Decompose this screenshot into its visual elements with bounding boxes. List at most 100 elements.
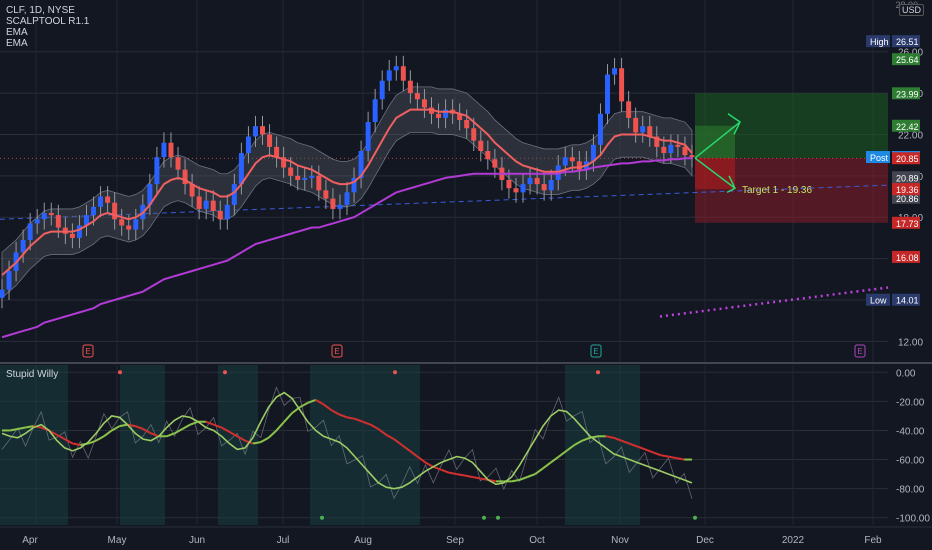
price-badge xyxy=(892,35,920,48)
osc-signal-segment xyxy=(9,428,18,432)
candle-body xyxy=(485,151,491,160)
candle-body xyxy=(182,169,188,185)
osc-signal-segment xyxy=(652,451,661,457)
candle-body xyxy=(464,119,470,129)
osc-signal-dot xyxy=(693,515,697,520)
legend-symbol[interactable]: CLF, 1D, NYSE xyxy=(6,5,75,16)
osc-signal-segment xyxy=(393,438,403,446)
x-axis-label: Dec xyxy=(696,535,714,546)
osc-signal-segment xyxy=(252,441,261,445)
candle-body xyxy=(196,196,202,209)
price-badge-value: 14.01 xyxy=(896,296,919,306)
osc-signal-segment xyxy=(519,476,528,481)
x-axis-label: Sep xyxy=(446,535,464,546)
osc-signal-segment xyxy=(636,445,646,451)
price-badge-value: 17.73 xyxy=(896,219,919,229)
osc-signal-segment xyxy=(64,438,74,445)
candle-body xyxy=(351,177,357,193)
candle-body xyxy=(358,151,364,178)
price-badge-tag xyxy=(866,293,890,306)
candle-body xyxy=(647,126,653,137)
earnings-marker xyxy=(82,344,94,358)
candle-body xyxy=(27,223,33,240)
osc-signal-segment xyxy=(511,478,520,483)
candle-body xyxy=(689,155,695,158)
candle-body xyxy=(105,196,111,203)
candle-body xyxy=(281,157,287,168)
osc-signal-segment xyxy=(534,467,544,475)
candle-body xyxy=(161,142,167,158)
legend-indicator-ema-slow[interactable]: EMA xyxy=(6,38,28,49)
legend-indicator-ema-fast[interactable]: EMA xyxy=(6,27,28,38)
osc-signal-segment xyxy=(377,428,387,436)
candle-body xyxy=(612,68,618,75)
osc-signal-segment xyxy=(299,401,309,409)
osc-signal-segment xyxy=(354,417,364,423)
osc-signal-segment xyxy=(346,416,356,420)
candle-body xyxy=(309,175,315,178)
earnings-marker-label: E xyxy=(593,347,598,356)
legend-indicator-scalptool[interactable]: SCALPTOOL R1.1 xyxy=(6,16,90,27)
osc-highlight-zone xyxy=(0,365,68,525)
candle-body xyxy=(421,99,427,108)
osc-signal-segment xyxy=(174,428,183,435)
osc-signal-segment xyxy=(111,425,121,432)
candle-body xyxy=(274,146,280,158)
candle-body xyxy=(605,74,611,114)
candle-body xyxy=(640,126,646,133)
x-axis-label: Nov xyxy=(611,535,629,546)
currency-badge[interactable]: USD xyxy=(898,4,924,16)
candle-body xyxy=(323,190,329,199)
osc-signal-segment xyxy=(236,435,246,442)
osc-signal-dot xyxy=(393,370,397,375)
candle-body xyxy=(414,93,420,100)
profit-arrow xyxy=(694,121,741,159)
candle-body xyxy=(133,219,139,230)
osc-signal-segment xyxy=(307,398,316,404)
earnings-marker xyxy=(590,344,602,358)
osc-signal-segment xyxy=(181,423,191,430)
candle-body xyxy=(210,200,216,211)
price-badge-value: 20.86 xyxy=(896,194,919,204)
candle-body xyxy=(365,122,371,152)
x-axis-label: 2022 xyxy=(782,535,805,546)
osc-signal-segment xyxy=(565,444,575,452)
oscillator-title[interactable]: Stupid Willy xyxy=(6,369,59,380)
candle-body xyxy=(83,215,89,226)
osc-signal-segment xyxy=(338,413,348,419)
price-badge-value: 19.36 xyxy=(896,185,919,195)
osc-tick-label: -60.00 xyxy=(896,456,925,467)
candle-body xyxy=(288,167,294,176)
osc-signal-segment xyxy=(550,455,560,464)
price-badge xyxy=(892,152,920,165)
price-badge-value: 20.89 xyxy=(896,173,919,183)
candle-body xyxy=(400,66,406,81)
price-badge-value: 23.99 xyxy=(896,89,919,99)
candle-body xyxy=(302,177,308,180)
osc-tick-label: -40.00 xyxy=(896,426,925,437)
target-label: Target 1 - 19.36 xyxy=(742,185,812,196)
price-badge-value: 20.85 xyxy=(896,154,919,164)
x-axis-label: Feb xyxy=(864,535,882,546)
x-axis-label: Jun xyxy=(189,535,205,546)
candle-body xyxy=(260,126,266,135)
osc-signal-dot xyxy=(320,515,324,520)
candle-body xyxy=(316,175,322,191)
osc-signal-segment xyxy=(416,455,427,464)
osc-signal-segment xyxy=(668,455,677,460)
osc-signal-segment xyxy=(424,461,434,468)
candle-body xyxy=(119,219,125,226)
candle-body xyxy=(654,136,660,147)
candle-body xyxy=(189,184,195,197)
osc-signal-segment xyxy=(613,436,622,442)
profit-arrowhead xyxy=(727,113,741,135)
candle-body xyxy=(443,109,449,118)
price-badge-value: 16.08 xyxy=(896,253,919,263)
candle-body xyxy=(492,159,498,168)
osc-signal-segment xyxy=(621,439,630,445)
osc-signal-segment xyxy=(542,461,552,470)
osc-signal-segment xyxy=(558,450,568,458)
x-axis-label: Aug xyxy=(354,535,372,546)
osc-signal-segment xyxy=(25,425,34,429)
